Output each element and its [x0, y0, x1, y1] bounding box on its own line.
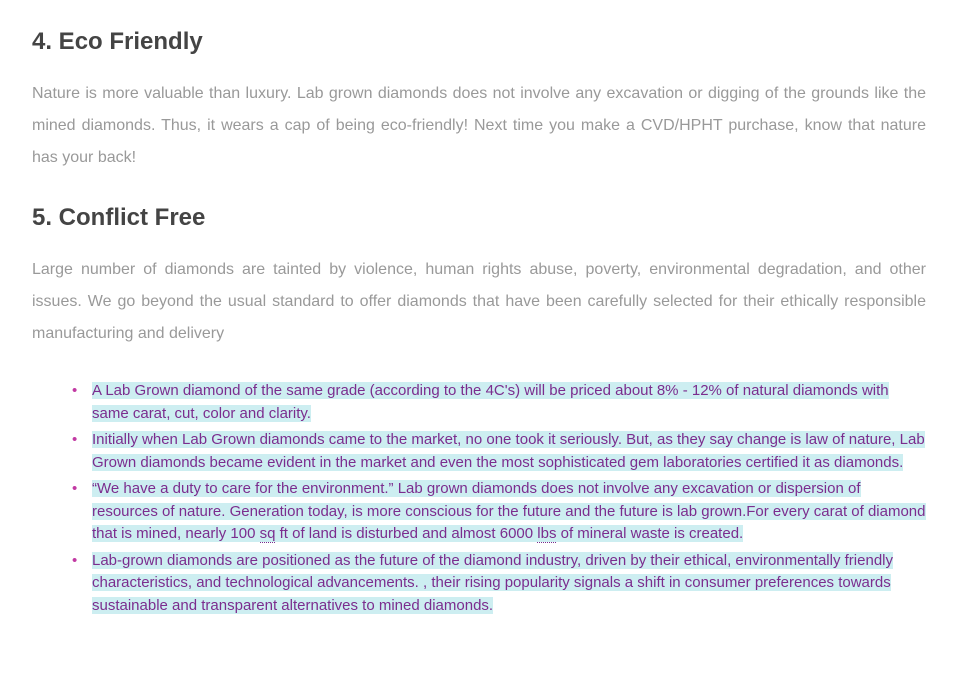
- section-heading-eco-friendly: 4. Eco Friendly: [32, 28, 926, 56]
- highlighted-text: Initially when Lab Grown diamonds came t…: [92, 431, 925, 471]
- list-item: Lab-grown diamonds are positioned as the…: [92, 550, 926, 618]
- list-item: “We have a duty to care for the environm…: [92, 478, 926, 546]
- list-item: Initially when Lab Grown diamonds came t…: [92, 429, 926, 474]
- highlighted-text: Lab-grown diamonds are positioned as the…: [92, 552, 893, 614]
- section-body-eco-friendly: Nature is more valuable than luxury. Lab…: [32, 78, 926, 174]
- highlighted-text: “We have a duty to care for the environm…: [92, 480, 926, 542]
- bullet-list: A Lab Grown diamond of the same grade (a…: [32, 380, 926, 617]
- highlighted-text: A Lab Grown diamond of the same grade (a…: [92, 382, 889, 422]
- list-item: A Lab Grown diamond of the same grade (a…: [92, 380, 926, 425]
- section-body-conflict-free: Large number of diamonds are tainted by …: [32, 254, 926, 350]
- section-heading-conflict-free: 5. Conflict Free: [32, 204, 926, 232]
